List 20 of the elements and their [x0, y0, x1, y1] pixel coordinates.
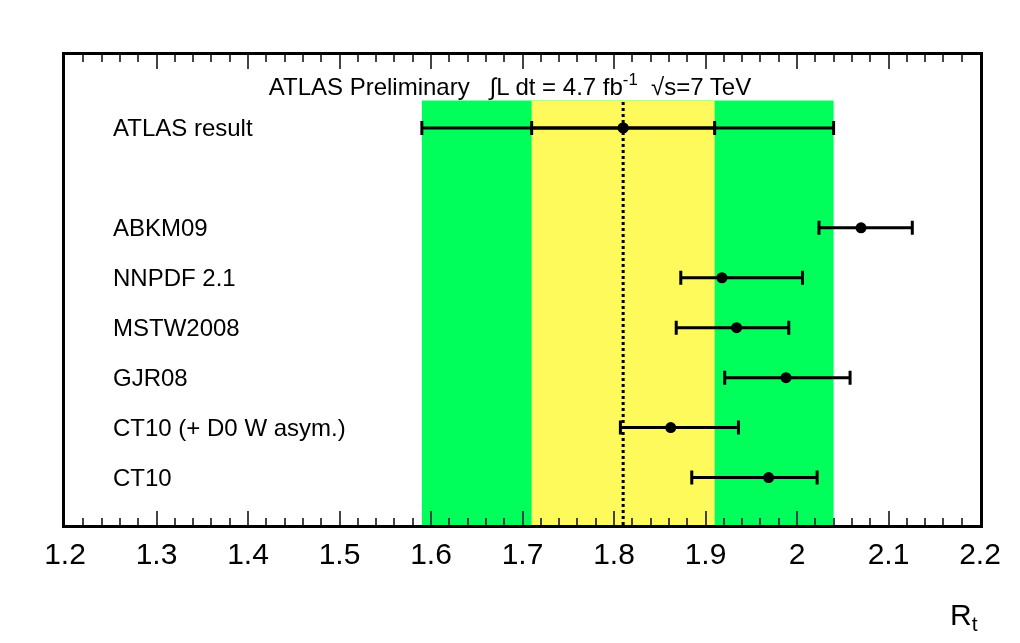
x-tick-label: 2.2 — [959, 537, 1001, 570]
y-tick-label: ABKM09 — [113, 214, 208, 241]
x-tick-label: 1.8 — [593, 537, 635, 570]
x-tick-label: 1.3 — [135, 537, 178, 570]
chart-title: ATLAS Preliminary ∫L dt = 4.7 fb$^{-1}$ √s=7 TeV — [268, 70, 752, 102]
y-tick-label: MSTW2008 — [113, 314, 240, 341]
y-tick-label: CT10 — [113, 464, 172, 491]
x-tick-label: 1.2 — [44, 537, 86, 570]
x-tick-label: 1.4 — [227, 537, 269, 570]
x-tick-label: 2.1 — [867, 537, 910, 570]
x-tick-label: 2 — [788, 537, 806, 570]
x-axis-title: R$_{t}$ — [950, 598, 978, 636]
x-tick-label: 1.9 — [684, 537, 727, 570]
y-tick-label: NNPDF 2.1 — [113, 264, 236, 291]
x-tick-label: 1.5 — [318, 537, 361, 570]
y-tick-label: ATLAS result — [113, 114, 253, 141]
y-tick-label: CT10 (+ D0 W asym.) — [113, 414, 346, 441]
x-tick-label: 1.6 — [410, 537, 452, 570]
x-tick-label: 1.7 — [501, 537, 544, 570]
y-tick-label: GJR08 — [113, 364, 188, 391]
